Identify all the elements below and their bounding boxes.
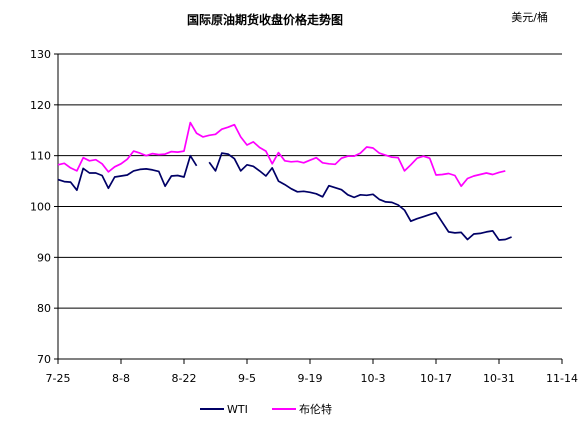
x-axis: 7-25 8-8 8-22 9-5 9-19 10-3 10-17 10-31 11-14 xyxy=(46,358,578,385)
legend-label-1: 布伦特 xyxy=(299,402,332,416)
y-tick-label-80: 80 xyxy=(37,302,51,315)
y-tick-label-120: 120 xyxy=(30,99,51,112)
chart-title: 国际原油期货收盘价格走势图 xyxy=(187,12,343,27)
x-tick-label-8-8: 8-8 xyxy=(112,372,130,385)
series-lines xyxy=(57,121,512,241)
y-tick-label-130: 130 xyxy=(30,48,51,61)
series-line-0 xyxy=(57,152,512,241)
y-tick-label-110: 110 xyxy=(30,150,51,163)
x-tick-label-9-5: 9-5 xyxy=(238,372,256,385)
legend-label-0: WTI xyxy=(227,403,248,416)
gridlines xyxy=(58,53,562,309)
x-tick-label-10-3: 10-3 xyxy=(361,372,386,385)
y-tick-label-70: 70 xyxy=(37,353,51,366)
y-tick-label-90: 90 xyxy=(37,251,51,264)
legend: WTI 布伦特 xyxy=(200,402,332,416)
unit-label: 美元/桶 xyxy=(511,10,548,24)
x-tick-label-10-31: 10-31 xyxy=(483,372,515,385)
x-tick-label-10-17: 10-17 xyxy=(420,372,452,385)
y-axis: 70 80 90 100 110 120 130 xyxy=(30,48,59,366)
x-tick-label-8-22: 8-22 xyxy=(172,372,197,385)
series-line-1 xyxy=(57,121,506,188)
y-tick-label-100: 100 xyxy=(30,201,51,214)
x-tick-label-11-14: 11-14 xyxy=(546,372,578,385)
x-tick-label-9-19: 9-19 xyxy=(298,372,323,385)
x-tick-label-7-25: 7-25 xyxy=(46,372,71,385)
